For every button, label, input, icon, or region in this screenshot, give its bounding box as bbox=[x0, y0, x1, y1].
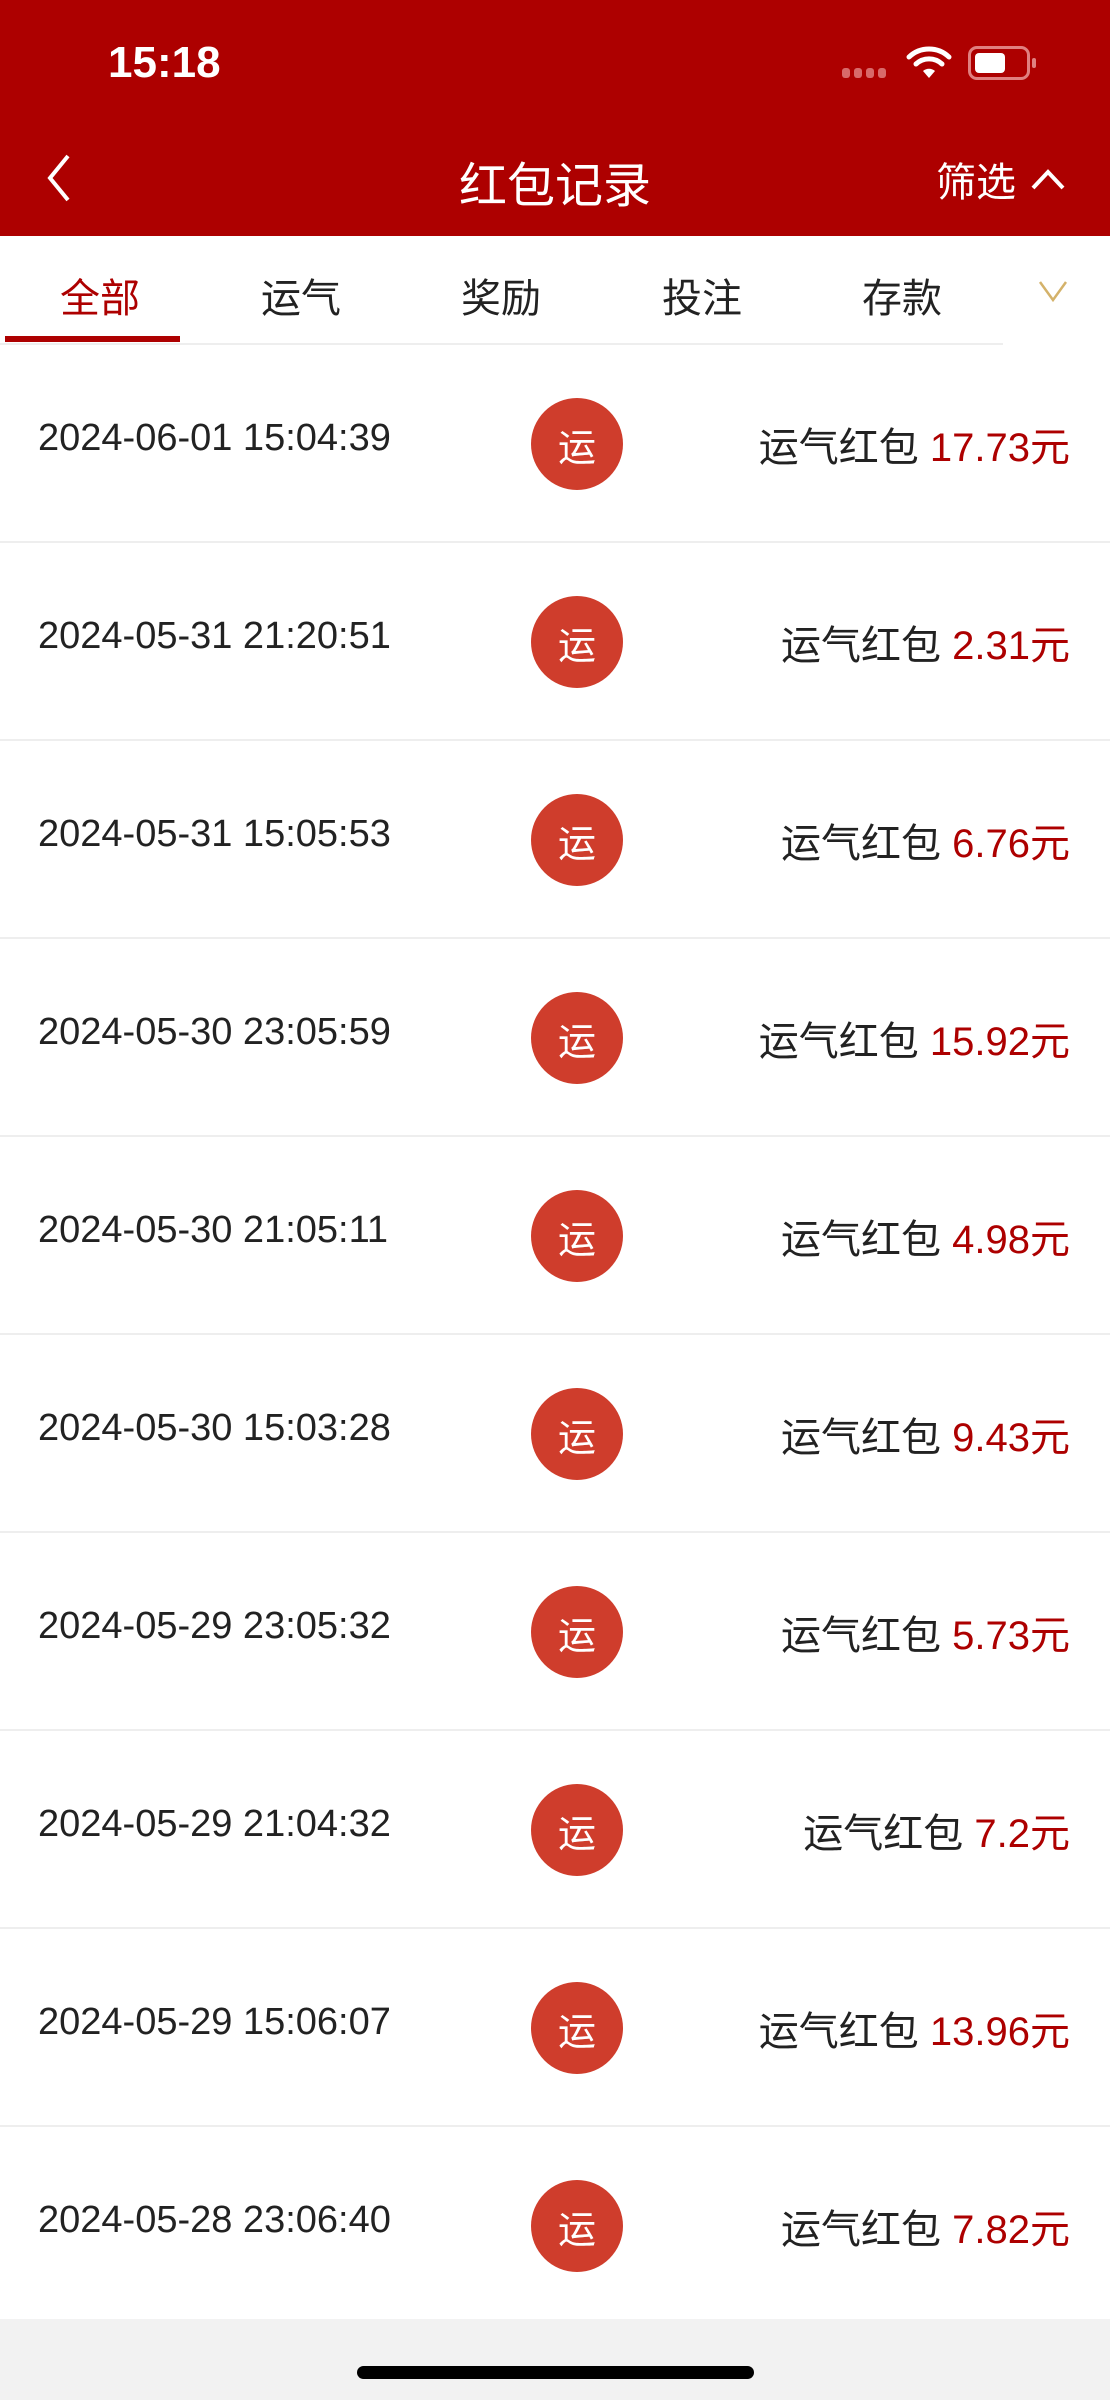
record-amount: 运气红包 17.73元 bbox=[759, 415, 1070, 473]
record-date: 2024-05-31 21:20:51 bbox=[38, 615, 391, 657]
record-date: 2024-06-01 15:04:39 bbox=[38, 417, 391, 459]
nav-header: 15:18 红包记录 筛选 bbox=[0, 0, 1110, 236]
record-type: 运气红包 bbox=[758, 426, 919, 470]
record-row[interactable]: 2024-05-30 15:03:28 运 运气红包 9.43元 bbox=[0, 1335, 1110, 1533]
record-amount: 运气红包 7.82元 bbox=[781, 2197, 1070, 2255]
record-value: 9.43元 bbox=[952, 1416, 1070, 1460]
luck-badge-icon: 运 bbox=[531, 1982, 623, 2074]
luck-badge-icon: 运 bbox=[531, 1190, 623, 1282]
luck-badge-icon: 运 bbox=[531, 1586, 623, 1678]
record-value: 6.76元 bbox=[952, 822, 1070, 866]
chevron-up-icon bbox=[1031, 169, 1065, 190]
record-date: 2024-05-30 15:03:28 bbox=[38, 1407, 391, 1449]
record-date: 2024-05-31 15:05:53 bbox=[38, 813, 391, 855]
record-amount: 运气红包 9.43元 bbox=[781, 1405, 1070, 1463]
record-value: 4.98元 bbox=[952, 1218, 1070, 1262]
luck-badge-icon: 运 bbox=[531, 992, 623, 1084]
record-row[interactable]: 2024-05-31 15:05:53 运 运气红包 6.76元 bbox=[0, 741, 1110, 939]
record-row[interactable]: 2024-05-31 21:20:51 运 运气红包 2.31元 bbox=[0, 543, 1110, 741]
record-amount: 运气红包 13.96元 bbox=[759, 1999, 1070, 2057]
record-value: 7.82元 bbox=[952, 2208, 1070, 2252]
record-value: 13.96元 bbox=[929, 2010, 1070, 2054]
luck-badge-icon: 运 bbox=[531, 2180, 623, 2272]
record-type: 运气红包 bbox=[758, 2010, 919, 2054]
filter-label: 筛选 bbox=[936, 161, 1016, 205]
record-value: 5.73元 bbox=[952, 1614, 1070, 1658]
record-amount: 运气红包 5.73元 bbox=[781, 1603, 1070, 1661]
status-time: 15:18 bbox=[108, 38, 221, 87]
record-date: 2024-05-29 21:04:32 bbox=[38, 1803, 391, 1845]
record-amount: 运气红包 15.92元 bbox=[759, 1009, 1070, 1067]
tab-bet[interactable]: 投注 bbox=[662, 277, 742, 321]
record-value: 17.73元 bbox=[929, 426, 1070, 470]
tab-deposit[interactable]: 存款 bbox=[862, 277, 942, 321]
record-amount: 运气红包 6.76元 bbox=[781, 811, 1070, 869]
record-value: 2.31元 bbox=[952, 624, 1070, 668]
record-type: 运气红包 bbox=[758, 1020, 919, 1064]
luck-badge-icon: 运 bbox=[531, 398, 623, 490]
tab-all[interactable]: 全部 bbox=[60, 277, 140, 321]
chevron-down-icon[interactable] bbox=[1038, 280, 1068, 302]
battery-icon bbox=[968, 46, 1036, 80]
record-amount: 运气红包 2.31元 bbox=[781, 613, 1070, 671]
record-date: 2024-05-30 23:05:59 bbox=[38, 1011, 391, 1053]
record-type: 运气红包 bbox=[781, 1416, 942, 1460]
home-indicator[interactable] bbox=[357, 2366, 754, 2379]
record-row[interactable]: 2024-05-29 15:06:07 运 运气红包 13.96元 bbox=[0, 1929, 1110, 2127]
record-type: 运气红包 bbox=[781, 1614, 942, 1658]
tab-luck[interactable]: 运气 bbox=[261, 277, 341, 321]
record-value: 7.2元 bbox=[974, 1812, 1070, 1856]
wifi-icon bbox=[906, 46, 952, 78]
luck-badge-icon: 运 bbox=[531, 1784, 623, 1876]
record-type: 运气红包 bbox=[781, 624, 942, 668]
record-type: 运气红包 bbox=[781, 2208, 942, 2252]
filter-button[interactable]: 筛选 bbox=[936, 150, 1066, 208]
record-row[interactable]: 2024-05-30 21:05:11 运 运气红包 4.98元 bbox=[0, 1137, 1110, 1335]
record-amount: 运气红包 7.2元 bbox=[803, 1801, 1070, 1859]
luck-badge-icon: 运 bbox=[531, 596, 623, 688]
record-row[interactable]: 2024-05-30 23:05:59 运 运气红包 15.92元 bbox=[0, 939, 1110, 1137]
luck-badge-icon: 运 bbox=[531, 1388, 623, 1480]
record-type: 运气红包 bbox=[803, 1812, 964, 1856]
back-chevron-icon[interactable] bbox=[40, 150, 80, 206]
record-date: 2024-05-28 23:06:40 bbox=[38, 2199, 391, 2241]
record-date: 2024-05-30 21:05:11 bbox=[38, 1209, 389, 1251]
category-tabs: 全部 运气 奖励 投注 存款 bbox=[0, 236, 1110, 345]
record-row[interactable]: 2024-05-29 23:05:32 运 运气红包 5.73元 bbox=[0, 1533, 1110, 1731]
tab-divider bbox=[0, 343, 1003, 345]
record-type: 运气红包 bbox=[781, 822, 942, 866]
record-date: 2024-05-29 15:06:07 bbox=[38, 2001, 391, 2043]
record-type: 运气红包 bbox=[781, 1218, 942, 1262]
record-date: 2024-05-29 23:05:32 bbox=[38, 1605, 391, 1647]
tab-reward[interactable]: 奖励 bbox=[461, 277, 541, 321]
record-amount: 运气红包 4.98元 bbox=[781, 1207, 1070, 1265]
active-tab-indicator bbox=[5, 336, 180, 342]
record-row[interactable]: 2024-05-28 23:06:40 运 运气红包 7.82元 bbox=[0, 2127, 1110, 2319]
record-row[interactable]: 2024-06-01 15:04:39 运 运气红包 17.73元 bbox=[0, 345, 1110, 543]
page-title: 红包记录 bbox=[458, 160, 651, 213]
record-row[interactable]: 2024-05-29 21:04:32 运 运气红包 7.2元 bbox=[0, 1731, 1110, 1929]
cellular-signal-icon bbox=[842, 68, 886, 78]
record-value: 15.92元 bbox=[929, 1020, 1070, 1064]
record-list: 2024-06-01 15:04:39 运 运气红包 17.73元 2024-05… bbox=[0, 345, 1110, 2319]
luck-badge-icon: 运 bbox=[531, 794, 623, 886]
